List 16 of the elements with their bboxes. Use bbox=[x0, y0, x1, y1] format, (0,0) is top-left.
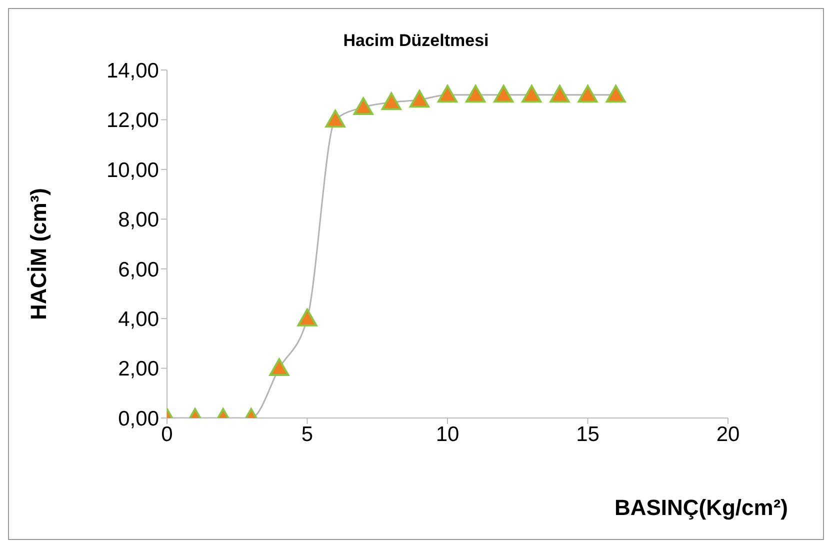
chart-title: Hacim Düzeltmesi bbox=[342, 31, 490, 51]
x-axis-title: BASINÇ(Kg/cm²) bbox=[614, 495, 788, 521]
y-tick-label: 12,00 bbox=[106, 109, 159, 132]
y-tick-label: 4,00 bbox=[118, 308, 159, 332]
y-tick-label: 2,00 bbox=[118, 358, 159, 381]
x-tick-label: 15 bbox=[576, 422, 600, 446]
y-axis-title: HACİM (cm³) bbox=[26, 188, 52, 320]
y-tick-label: 6,00 bbox=[118, 258, 159, 282]
x-tick-label: 20 bbox=[716, 422, 740, 446]
y-tick-label: 0,00 bbox=[118, 407, 159, 430]
x-tick-label: 0 bbox=[161, 422, 173, 446]
x-tick-label: 5 bbox=[301, 422, 314, 446]
y-tick-label: 14,00 bbox=[106, 59, 159, 82]
y-tick-label: 10,00 bbox=[106, 158, 159, 182]
x-tick-label: 10 bbox=[436, 422, 460, 446]
y-tick-label: 8,00 bbox=[118, 208, 159, 232]
